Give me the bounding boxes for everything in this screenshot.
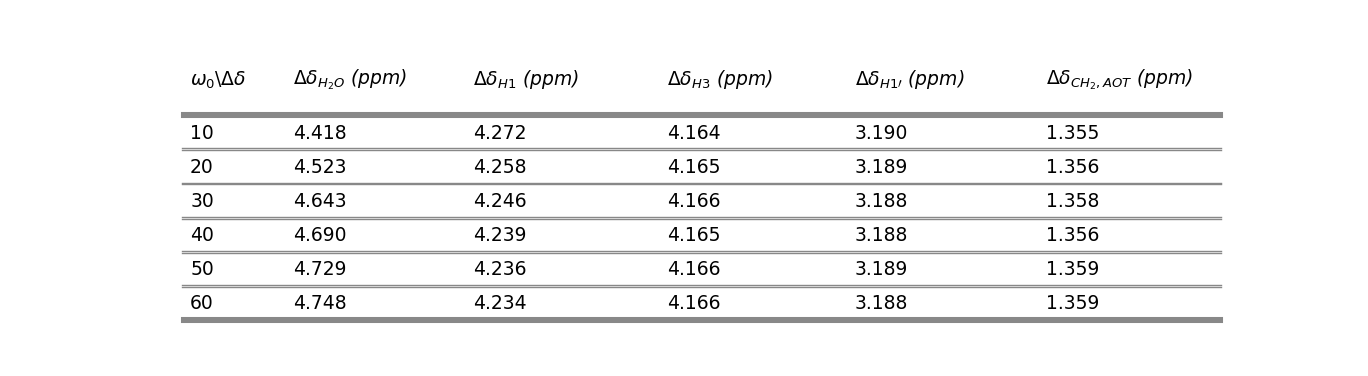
Text: 4.165: 4.165 xyxy=(668,158,721,177)
Text: 4.748: 4.748 xyxy=(293,294,346,314)
Text: 3.188: 3.188 xyxy=(855,294,908,314)
Text: 4.164: 4.164 xyxy=(668,124,721,143)
Text: $\Delta\delta_{CH_2,AOT}$ (ppm): $\Delta\delta_{CH_2,AOT}$ (ppm) xyxy=(1045,68,1193,92)
Text: 4.418: 4.418 xyxy=(293,124,346,143)
Text: 4.643: 4.643 xyxy=(293,192,346,211)
Text: 4.166: 4.166 xyxy=(668,192,721,211)
Text: $\Delta\delta_{H_2O}$ (ppm): $\Delta\delta_{H_2O}$ (ppm) xyxy=(293,68,406,92)
Text: 4.246: 4.246 xyxy=(473,192,527,211)
Text: 1.356: 1.356 xyxy=(1045,226,1099,245)
Text: 4.523: 4.523 xyxy=(293,158,346,177)
Text: $\omega_0\backslash \Delta\delta$: $\omega_0\backslash \Delta\delta$ xyxy=(190,69,246,91)
Text: 20: 20 xyxy=(190,158,213,177)
Text: 50: 50 xyxy=(190,260,213,279)
Text: 1.359: 1.359 xyxy=(1045,260,1099,279)
Text: 10: 10 xyxy=(190,124,213,143)
Text: 4.234: 4.234 xyxy=(473,294,527,314)
Text: 30: 30 xyxy=(190,192,213,211)
Text: 1.355: 1.355 xyxy=(1045,124,1099,143)
Text: $\Delta\delta_{H3}$ (ppm): $\Delta\delta_{H3}$ (ppm) xyxy=(668,68,773,91)
Text: 4.258: 4.258 xyxy=(473,158,527,177)
Text: 4.166: 4.166 xyxy=(668,260,721,279)
Text: 3.190: 3.190 xyxy=(855,124,908,143)
Text: 4.166: 4.166 xyxy=(668,294,721,314)
Text: 4.729: 4.729 xyxy=(293,260,346,279)
Text: 40: 40 xyxy=(190,226,213,245)
Text: 4.239: 4.239 xyxy=(473,226,527,245)
Text: 3.189: 3.189 xyxy=(855,260,908,279)
Text: 3.188: 3.188 xyxy=(855,226,908,245)
Text: 3.189: 3.189 xyxy=(855,158,908,177)
Text: 1.359: 1.359 xyxy=(1045,294,1099,314)
Text: 1.358: 1.358 xyxy=(1045,192,1099,211)
Text: 4.272: 4.272 xyxy=(473,124,527,143)
Text: $\Delta\delta_{H1\prime}$ (ppm): $\Delta\delta_{H1\prime}$ (ppm) xyxy=(855,68,964,91)
Text: 4.236: 4.236 xyxy=(473,260,527,279)
Text: $\Delta\delta_{H1}$ (ppm): $\Delta\delta_{H1}$ (ppm) xyxy=(473,68,579,91)
Text: 1.356: 1.356 xyxy=(1045,158,1099,177)
Text: 4.690: 4.690 xyxy=(293,226,346,245)
Text: 3.188: 3.188 xyxy=(855,192,908,211)
Text: 60: 60 xyxy=(190,294,213,314)
Text: 4.165: 4.165 xyxy=(668,226,721,245)
